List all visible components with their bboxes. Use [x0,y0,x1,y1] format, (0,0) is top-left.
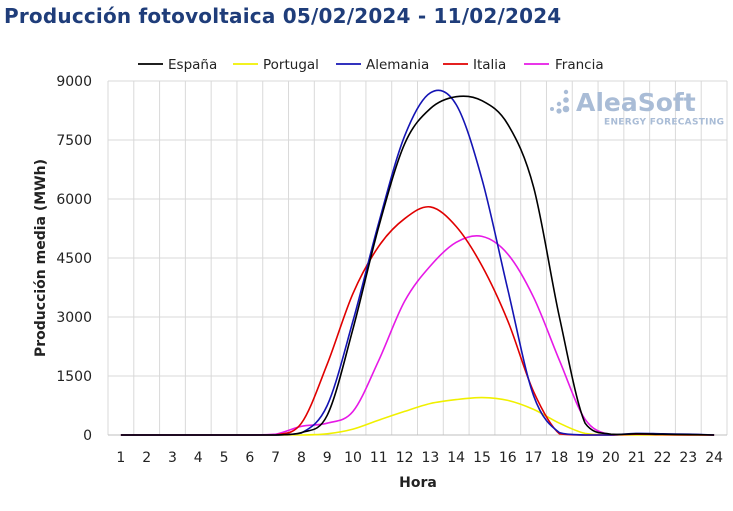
x-tick-label: 1 [116,450,125,466]
x-tick-label: 18 [550,450,568,466]
y-tick-label: 4500 [56,251,92,267]
x-tick-label: 16 [499,450,517,466]
y-tick-label: 0 [83,428,92,444]
x-tick-label: 5 [220,450,229,466]
logo-wordmark: AleaSoft [576,88,696,117]
legend-label-italia: Italia [473,57,506,73]
series-line-espana [120,95,715,436]
x-tick-label: 11 [370,450,388,466]
x-tick-label: 15 [473,450,491,466]
y-tick-label: 1500 [56,369,92,385]
logo-dot [563,97,569,103]
x-tick-label: 24 [705,450,723,466]
series-lines [120,89,715,436]
x-tick-label: 3 [168,450,177,466]
x-tick-label: 13 [421,450,439,466]
x-tick-label: 2 [142,450,151,466]
y-tick-label: 6000 [56,192,92,208]
y-tick-label: 9000 [56,74,92,90]
logo-dot [563,89,569,95]
x-tick-label: 20 [602,450,620,466]
x-tick-label: 12 [396,450,414,466]
x-tick-label: 19 [576,450,594,466]
x-tick-label: 17 [525,450,543,466]
aleasoft-logo: AleaSoft ENERGY FORECASTING [550,88,724,128]
legend: España Portugal Alemania Italia Francia [138,57,604,73]
legend-label-alemania: Alemania [366,57,429,73]
logo-dot [562,105,570,113]
legend-label-francia: Francia [555,57,604,73]
y-tick-label: 3000 [56,310,92,326]
x-tick-label: 14 [447,450,465,466]
x-tick-label: 22 [654,450,672,466]
x-axis-title: Hora [399,475,437,491]
x-tick-label: 23 [679,450,697,466]
y-tick-label: 7500 [56,133,92,149]
logo-dot [556,108,562,114]
chart-title: Producción fotovoltaica 05/02/2024 - 11/… [4,4,562,28]
logo-dot [550,107,554,111]
x-tick-label: 6 [245,450,254,466]
y-axis-title: Producción media (MWh) [33,159,49,357]
grid [107,80,728,436]
x-tick-label: 7 [271,450,280,466]
logo-dots-icon [550,89,570,114]
x-tick-label: 4 [194,450,203,466]
x-tick-label: 9 [323,450,332,466]
logo-dot [556,101,562,107]
legend-label-espana: España [168,57,217,73]
legend-label-portugal: Portugal [263,57,319,73]
x-tick-label: 10 [344,450,362,466]
x-tick-label: 21 [628,450,646,466]
logo-tagline: ENERGY FORECASTING [604,118,724,128]
x-tick-label: 8 [297,450,306,466]
